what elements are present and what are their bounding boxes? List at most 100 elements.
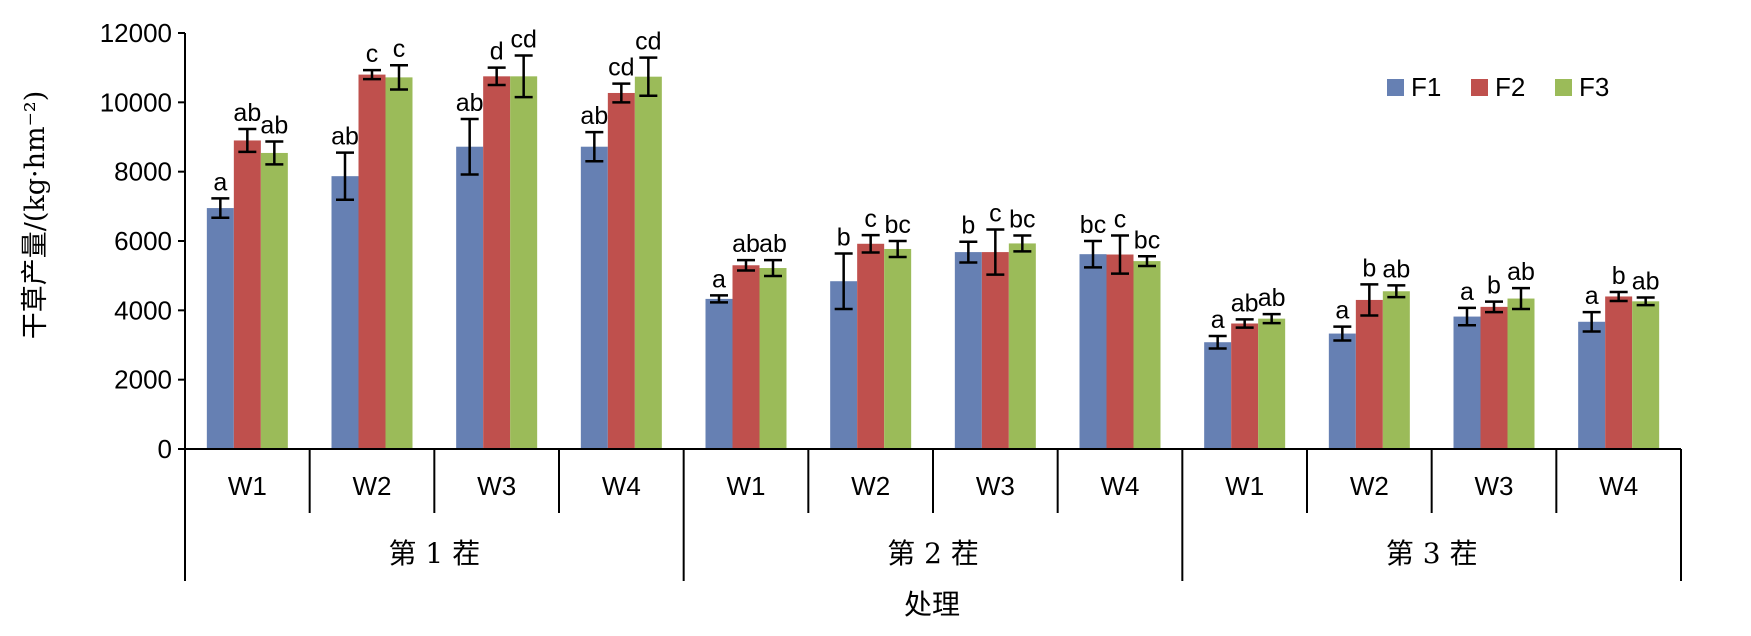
legend-label: F1 — [1411, 72, 1441, 102]
y-tick-label: 2000 — [114, 365, 172, 395]
bar-f2 — [1480, 306, 1508, 449]
significance-label: c — [366, 40, 379, 68]
bar-f1 — [580, 146, 608, 449]
significance-label: a — [213, 168, 227, 196]
bar-f3 — [385, 77, 413, 449]
y-tick-label: 0 — [158, 434, 172, 464]
significance-label: a — [1460, 278, 1474, 306]
significance-label: bc — [1134, 226, 1160, 254]
bar-f1 — [1204, 342, 1232, 449]
bar-f3 — [510, 76, 538, 449]
bar-f2 — [483, 76, 511, 449]
x-category-label: W1 — [727, 471, 766, 501]
x-category-label: W3 — [477, 471, 516, 501]
bar-f1 — [1578, 321, 1606, 449]
significance-label: d — [490, 38, 504, 66]
x-category-label: W4 — [1101, 471, 1140, 501]
significance-label: cd — [608, 54, 634, 82]
y-tick-label: 12000 — [100, 18, 172, 48]
significance-label: a — [712, 265, 726, 293]
x-category-label: W2 — [1350, 471, 1389, 501]
bar-f1 — [206, 208, 234, 449]
x-group-label: 第 2 茬 — [887, 537, 979, 570]
legend-label: F3 — [1579, 72, 1609, 102]
significance-label: bc — [1080, 211, 1106, 239]
significance-label: c — [864, 205, 877, 233]
bar-f3 — [759, 268, 787, 449]
x-axis: W1 W2 W3 W4 W1 W2 W3 W4 W1 W2 W3 W4 第 1 茬 第 2 茬 第 3 茬 — [184, 448, 1682, 581]
bar-f2 — [732, 265, 760, 449]
x-category-label: W2 — [851, 471, 890, 501]
significance-label: c — [393, 35, 406, 63]
bar-f1 — [1079, 254, 1107, 449]
legend-swatch-f3 — [1555, 79, 1572, 96]
significance-label: ab — [1231, 289, 1259, 317]
bar-f3 — [1382, 291, 1410, 449]
bar-f3 — [634, 76, 662, 450]
significance-label: c — [989, 200, 1002, 228]
bar-f2 — [857, 243, 885, 449]
significance-label: bc — [1009, 205, 1035, 233]
bar-f2 — [981, 252, 1009, 449]
bar-f2 — [1231, 323, 1259, 449]
y-tick-label: 4000 — [114, 295, 172, 325]
significance-label: a — [1585, 282, 1599, 310]
significance-label: c — [1114, 205, 1127, 233]
significance-label: ab — [1258, 284, 1286, 312]
x-category-label: W4 — [602, 471, 641, 501]
significance-label: b — [1612, 262, 1626, 290]
bar-f3 — [1133, 261, 1161, 449]
significance-label: cd — [635, 28, 661, 56]
bar-f2 — [1355, 299, 1383, 449]
bar-f3 — [1258, 318, 1286, 449]
legend-swatch-f1 — [1387, 79, 1404, 96]
significance-label: ab — [260, 112, 288, 140]
significance-label: b — [1487, 272, 1501, 300]
x-group-label: 第 3 茬 — [1386, 537, 1478, 570]
significance-label: ab — [580, 102, 608, 130]
bar-f3 — [260, 152, 288, 450]
significance-label: ab — [1507, 258, 1535, 286]
significance-label: ab — [1632, 268, 1660, 296]
significance-label: cd — [510, 26, 536, 54]
x-category-label: W1 — [1225, 471, 1264, 501]
y-tick-label: 6000 — [114, 226, 172, 256]
significance-label: ab — [456, 89, 484, 117]
x-category-label: W3 — [1475, 471, 1514, 501]
legend-swatch-f2 — [1471, 79, 1488, 96]
significance-label: ab — [1382, 255, 1410, 283]
significance-label: a — [1335, 297, 1349, 325]
bar-f2 — [607, 92, 635, 450]
significance-label: ab — [233, 99, 261, 127]
bar-f2 — [1605, 296, 1633, 449]
x-category-label: W1 — [228, 471, 267, 501]
bar-f3 — [1008, 243, 1036, 449]
significance-label: ab — [732, 230, 760, 258]
significance-label: b — [837, 223, 851, 251]
bar-f2 — [233, 140, 261, 449]
bar-f3 — [1632, 301, 1660, 449]
significance-label: bc — [884, 211, 910, 239]
bar-f2 — [358, 74, 386, 449]
significance-label: ab — [331, 123, 359, 151]
significance-label: b — [961, 212, 975, 240]
bar-f3 — [1507, 298, 1535, 449]
significance-label: a — [1211, 306, 1225, 334]
y-tick-label: 10000 — [100, 87, 172, 117]
bar-f1 — [1453, 316, 1481, 449]
significance-label: ab — [759, 230, 787, 258]
bar-f2 — [1106, 254, 1134, 449]
y-axis-title: 干草产量/(kg·hm⁻²) — [20, 91, 51, 339]
bar-f1 — [705, 298, 733, 449]
x-category-label: W4 — [1599, 471, 1638, 501]
x-category-label: W2 — [353, 471, 392, 501]
bar-f1 — [954, 252, 982, 449]
bar-f3 — [884, 248, 912, 449]
y-tick-label: 8000 — [114, 157, 172, 187]
x-axis-title: 处理 — [904, 588, 960, 621]
bar-f1 — [1328, 333, 1356, 449]
significance-label: b — [1362, 254, 1376, 282]
bar-f1 — [456, 146, 484, 449]
